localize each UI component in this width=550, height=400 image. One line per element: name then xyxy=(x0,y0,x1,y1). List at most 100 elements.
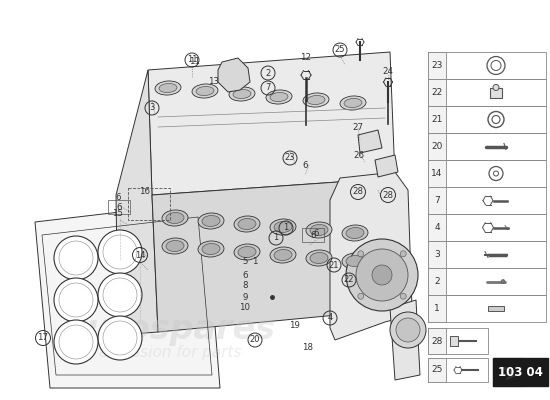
Ellipse shape xyxy=(346,256,364,266)
Text: a passion for parts: a passion for parts xyxy=(99,344,241,360)
Ellipse shape xyxy=(270,92,288,102)
Circle shape xyxy=(54,278,98,322)
Circle shape xyxy=(396,318,420,342)
Ellipse shape xyxy=(274,222,292,232)
Bar xyxy=(428,52,446,79)
Text: 27: 27 xyxy=(353,124,364,132)
Text: 1: 1 xyxy=(252,258,258,266)
Polygon shape xyxy=(148,52,395,195)
Circle shape xyxy=(501,280,505,284)
Text: 20: 20 xyxy=(431,142,443,151)
Bar xyxy=(428,358,488,382)
Text: 21: 21 xyxy=(329,260,339,270)
Text: 5: 5 xyxy=(242,258,248,266)
Bar xyxy=(490,88,502,98)
Text: 6: 6 xyxy=(310,230,316,240)
Text: 3: 3 xyxy=(434,250,440,259)
Ellipse shape xyxy=(342,225,368,241)
Text: eurospares: eurospares xyxy=(64,314,276,346)
Ellipse shape xyxy=(159,84,177,92)
Bar xyxy=(428,133,446,160)
Ellipse shape xyxy=(238,218,256,230)
Polygon shape xyxy=(375,155,398,177)
Text: 26: 26 xyxy=(354,150,365,160)
Ellipse shape xyxy=(303,93,329,107)
Circle shape xyxy=(358,293,364,299)
Text: 10: 10 xyxy=(239,304,250,312)
Text: 13: 13 xyxy=(208,78,219,86)
Text: 15: 15 xyxy=(113,208,124,218)
Bar xyxy=(428,79,446,106)
Ellipse shape xyxy=(202,244,220,254)
Text: 6: 6 xyxy=(116,202,122,212)
Text: 9: 9 xyxy=(243,292,248,302)
Bar xyxy=(428,214,446,241)
Ellipse shape xyxy=(238,246,256,258)
Circle shape xyxy=(346,239,418,311)
Text: 20: 20 xyxy=(250,336,260,344)
Polygon shape xyxy=(218,58,250,92)
Bar xyxy=(428,241,446,268)
Bar xyxy=(428,241,546,268)
Ellipse shape xyxy=(198,213,224,229)
Bar xyxy=(488,306,504,311)
Text: 23: 23 xyxy=(285,154,295,162)
Bar xyxy=(493,358,523,386)
Text: 28: 28 xyxy=(353,188,364,196)
Ellipse shape xyxy=(270,219,296,235)
Ellipse shape xyxy=(162,238,188,254)
Text: 6: 6 xyxy=(242,270,248,280)
Circle shape xyxy=(372,265,392,285)
Ellipse shape xyxy=(166,212,184,224)
Text: 1: 1 xyxy=(273,234,279,242)
Text: 11: 11 xyxy=(190,58,201,66)
Text: 25: 25 xyxy=(431,366,443,374)
Ellipse shape xyxy=(274,250,292,260)
Text: 19: 19 xyxy=(289,322,299,330)
Ellipse shape xyxy=(342,253,368,269)
Circle shape xyxy=(98,230,142,274)
Text: 25: 25 xyxy=(335,46,345,54)
Ellipse shape xyxy=(229,87,255,101)
Ellipse shape xyxy=(234,216,260,232)
Text: 4: 4 xyxy=(434,223,440,232)
Text: 12: 12 xyxy=(300,54,311,62)
Text: 7: 7 xyxy=(265,84,271,92)
Circle shape xyxy=(400,251,406,257)
Text: 2: 2 xyxy=(265,68,271,78)
Circle shape xyxy=(358,251,364,257)
Bar xyxy=(428,358,446,382)
Text: 16: 16 xyxy=(140,188,151,196)
Text: 8: 8 xyxy=(242,282,248,290)
Text: 6: 6 xyxy=(302,160,308,170)
Bar xyxy=(450,336,458,346)
Polygon shape xyxy=(330,172,412,340)
Ellipse shape xyxy=(344,98,362,108)
Text: 2: 2 xyxy=(434,277,440,286)
Bar xyxy=(428,106,446,133)
Ellipse shape xyxy=(310,252,328,264)
Bar xyxy=(428,295,446,322)
Bar xyxy=(428,268,546,295)
Text: 1: 1 xyxy=(434,304,440,313)
Text: 23: 23 xyxy=(431,61,443,70)
Ellipse shape xyxy=(202,216,220,226)
Ellipse shape xyxy=(198,241,224,257)
Bar xyxy=(428,328,446,354)
Circle shape xyxy=(98,273,142,317)
Circle shape xyxy=(54,236,98,280)
Bar xyxy=(428,214,546,241)
Bar xyxy=(428,133,546,160)
Polygon shape xyxy=(116,70,158,335)
Text: 4: 4 xyxy=(327,314,333,322)
Circle shape xyxy=(390,312,426,348)
Polygon shape xyxy=(35,202,220,388)
Bar xyxy=(428,160,546,187)
Bar xyxy=(428,187,446,214)
Ellipse shape xyxy=(155,81,181,95)
Ellipse shape xyxy=(266,90,292,104)
Text: 14: 14 xyxy=(135,250,145,260)
Circle shape xyxy=(493,84,499,90)
Ellipse shape xyxy=(166,240,184,252)
Text: 11: 11 xyxy=(187,56,197,64)
